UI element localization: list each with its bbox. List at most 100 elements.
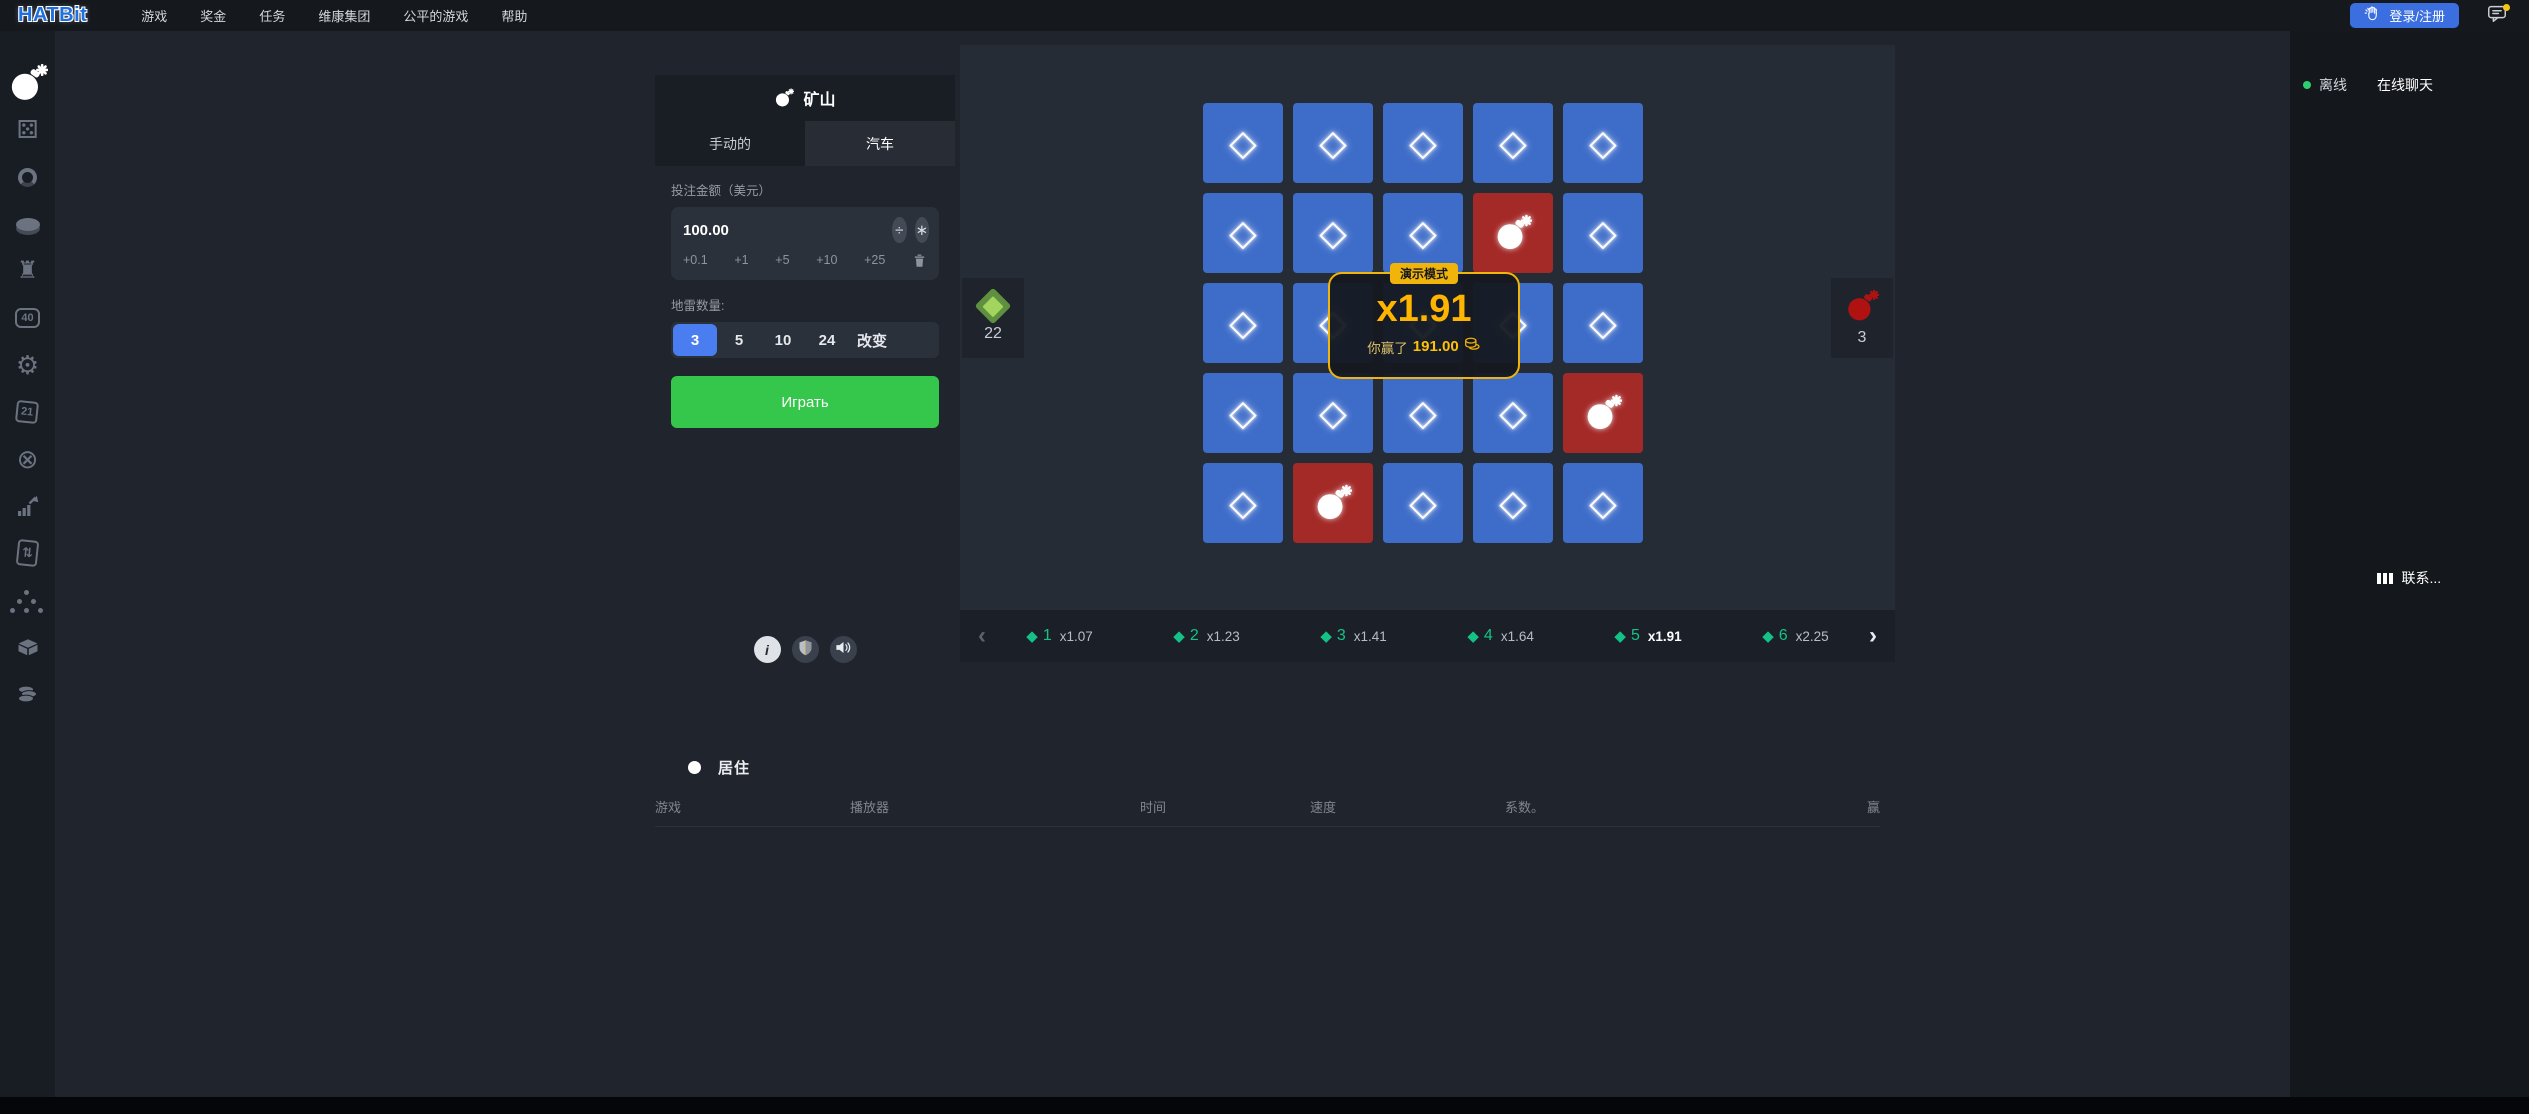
quick-bet-plus-25[interactable]: +25 [864, 253, 886, 267]
grid-cell-r2c2-gem[interactable]: ◇ [1293, 193, 1373, 273]
logo[interactable]: HATBit [18, 4, 88, 26]
notification-dot [2503, 3, 2510, 11]
bet-divide-button[interactable]: ÷ [892, 217, 907, 243]
sidebar-item-coinflip[interactable] [8, 210, 48, 238]
grid-cell-r3c5-gem[interactable]: ◇ [1563, 283, 1643, 363]
gem-icon: ◇ [1589, 212, 1617, 253]
speaker-icon [834, 638, 853, 662]
play-button[interactable]: Играть [671, 376, 939, 428]
mines-option-24[interactable]: 24 [818, 331, 836, 349]
quick-bet-plus-10[interactable]: +10 [816, 253, 838, 267]
quick-bet-plus-5[interactable]: +5 [775, 253, 790, 267]
bet-multiply-button[interactable]: ∗ [914, 217, 929, 243]
hilo-icon: ⇅ [15, 538, 40, 568]
tab-manual[interactable]: 手动的 [655, 121, 805, 166]
mines-option-10[interactable]: 10 [774, 331, 792, 349]
grid-cell-r4c3-gem[interactable]: ◇ [1383, 373, 1463, 453]
sound-button[interactable] [829, 636, 857, 663]
shield-icon [797, 639, 814, 661]
sidebar-item-crash[interactable] [8, 492, 48, 520]
nav-item-4[interactable]: 公平的游戏 [403, 9, 469, 24]
grid-cell-r5c4-gem[interactable]: ◇ [1473, 463, 1553, 543]
grid-cell-r5c1-gem[interactable]: ◇ [1203, 463, 1283, 543]
info-button[interactable]: i [753, 636, 781, 663]
contact-button[interactable]: 联系... [2377, 568, 2441, 588]
grid-cell-r2c1-gem[interactable]: ◇ [1203, 193, 1283, 273]
gem-icon: ◇ [1229, 392, 1257, 433]
login-register-button[interactable]: 登录/注册 [2350, 3, 2459, 28]
grid-cell-r5c5-gem[interactable]: ◇ [1563, 463, 1643, 543]
gem-icon: ◇ [1229, 122, 1257, 163]
gem-icon: ◇ [1499, 392, 1527, 433]
grid-cell-r5c3-gem[interactable]: ◇ [1383, 463, 1463, 543]
grid-cell-r2c3-gem[interactable]: ◇ [1383, 193, 1463, 273]
nav-item-1[interactable]: 奖金 [200, 9, 227, 24]
mines-option-5[interactable]: 5 [734, 331, 744, 349]
grid-cell-r3c1-gem[interactable]: ◇ [1203, 283, 1283, 363]
navbar: HATBit 游戏 奖金 任务 维康集团 公平的游戏 帮助 登录/注册 [0, 0, 2529, 31]
quick-bet-plus-0_1[interactable]: +0.1 [683, 253, 708, 267]
grid-cell-r2c4-bomb[interactable] [1473, 193, 1553, 273]
bet-amount-box: ÷ ∗ +0.1 +1 +5 +10 +25 [671, 207, 939, 280]
sidebar-item-wheel[interactable]: ⚙ [8, 351, 48, 379]
sidebar-item-mines[interactable] [8, 63, 48, 100]
bombs-counter: 3 [1831, 278, 1893, 358]
bomb-icon [774, 88, 795, 108]
mines-grid: ◇◇◇◇◇◇◇◇◇◇◇◇◇◇◇◇◇◇◇◇◇◇ [1203, 103, 1643, 543]
sidebar-item-roulette[interactable]: ⊗ [8, 445, 48, 473]
bars-icon [2377, 572, 2393, 584]
nav-item-3[interactable]: 维康集团 [318, 9, 371, 24]
sidebar-item-blackjack-21[interactable]: 21 [8, 398, 48, 426]
sidebar-item-hilo[interactable]: ⇅ [8, 538, 48, 568]
cards21-icon: 21 [15, 399, 40, 425]
login-register-label: 登录/注册 [2389, 9, 2445, 24]
gems-counter: 22 [962, 278, 1024, 358]
multiplier-prev-arrow[interactable]: ‹ [978, 622, 986, 649]
win-multiplier: x1.91 [1376, 288, 1472, 330]
nav-item-2[interactable]: 任务 [259, 9, 286, 24]
fairness-button[interactable] [791, 636, 819, 663]
nav-item-5[interactable]: 帮助 [501, 9, 528, 24]
sidebar-item-keno-40[interactable]: 40 [8, 304, 48, 332]
sidebar-item-plinko[interactable] [8, 586, 48, 614]
gem-icon: ◇ [1409, 482, 1437, 523]
bet-amount-input[interactable] [683, 221, 884, 239]
grid-cell-r1c1-gem[interactable]: ◇ [1203, 103, 1283, 183]
live-section-header: 居住 [688, 757, 750, 778]
chat-bubble-button[interactable] [2485, 3, 2510, 28]
coins-stack-icon [1464, 336, 1481, 357]
gem-icon: ◇ [1589, 302, 1617, 343]
sidebar-item-coins[interactable] [8, 680, 48, 708]
sidebar-item-ring[interactable] [8, 163, 48, 191]
main-content: 矿山 手动的 汽车 投注金额（美元） ÷ ∗ +0.1 +1 +5 +10 +25 地雷… [55, 31, 2290, 1097]
nav-item-0[interactable]: 游戏 [141, 9, 168, 24]
grid-cell-r1c4-gem[interactable]: ◇ [1473, 103, 1553, 183]
grid-cell-r4c2-gem[interactable]: ◇ [1293, 373, 1373, 453]
bomb-icon [8, 63, 48, 103]
sidebar-item-cases[interactable] [8, 633, 48, 661]
grid-cell-r4c5-bomb[interactable] [1563, 373, 1643, 453]
multiplier-step-6: ◆ 6 x2.25 [1762, 627, 1829, 645]
saw-icon: ⚙ [15, 350, 40, 380]
grid-cell-r1c5-gem[interactable]: ◇ [1563, 103, 1643, 183]
grid-cell-r4c1-gem[interactable]: ◇ [1203, 373, 1283, 453]
grid-cell-r5c2-bomb[interactable] [1293, 463, 1373, 543]
quick-bet-plus-1[interactable]: +1 [734, 253, 749, 267]
grid-cell-r4c4-gem[interactable]: ◇ [1473, 373, 1553, 453]
online-chat-tab[interactable]: 在线聊天 [2377, 77, 2433, 93]
sidebar-item-dice[interactable]: ⚄ [8, 116, 48, 144]
grid-cell-r1c2-gem[interactable]: ◇ [1293, 103, 1373, 183]
diamond-icon: ◆ [1320, 627, 1332, 645]
game-title: 矿山 [803, 92, 836, 109]
multiplier-next-arrow[interactable]: › [1869, 622, 1877, 649]
mines-option-3[interactable]: 3 [673, 324, 717, 356]
sidebar-item-tower[interactable]: ♜ [8, 257, 48, 285]
live-table-header: 游戏 播放器 时间 速度 系数。 赢 [655, 787, 1880, 827]
tab-auto[interactable]: 汽车 [805, 121, 955, 166]
live-col-0: 游戏 [655, 800, 682, 815]
grid-cell-r1c3-gem[interactable]: ◇ [1383, 103, 1463, 183]
clear-bet-button[interactable] [912, 253, 927, 268]
grid-cell-r2c5-gem[interactable]: ◇ [1563, 193, 1643, 273]
diamond-icon: ◆ [1026, 627, 1038, 645]
mines-option-改变[interactable]: 改变 [857, 332, 888, 350]
